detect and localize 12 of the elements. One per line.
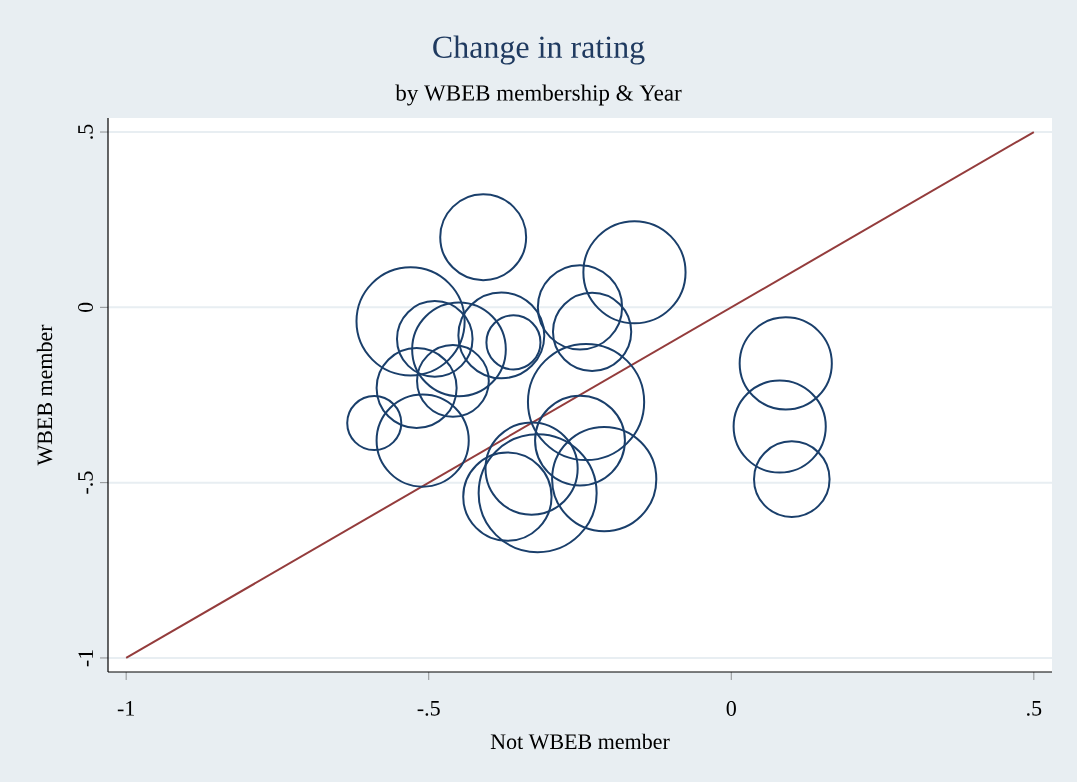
chart-title: Change in rating xyxy=(433,35,645,65)
y-tick-label: .5 xyxy=(78,124,93,139)
y-tick-label: 0 xyxy=(78,302,93,312)
y-tick-label: -.5 xyxy=(78,471,93,494)
x-axis-title: Not WBEB member xyxy=(490,733,670,750)
x-tick-label: .5 xyxy=(1027,701,1042,716)
y-axis-title: WBEB member xyxy=(36,324,53,466)
chart-subtitle: by WBEB membership & Year xyxy=(395,84,682,106)
x-tick-label: -.5 xyxy=(417,701,440,716)
x-tick-label: -1 xyxy=(117,701,134,716)
x-tick-label: 0 xyxy=(726,701,736,716)
y-tick-label: -1 xyxy=(78,650,93,667)
